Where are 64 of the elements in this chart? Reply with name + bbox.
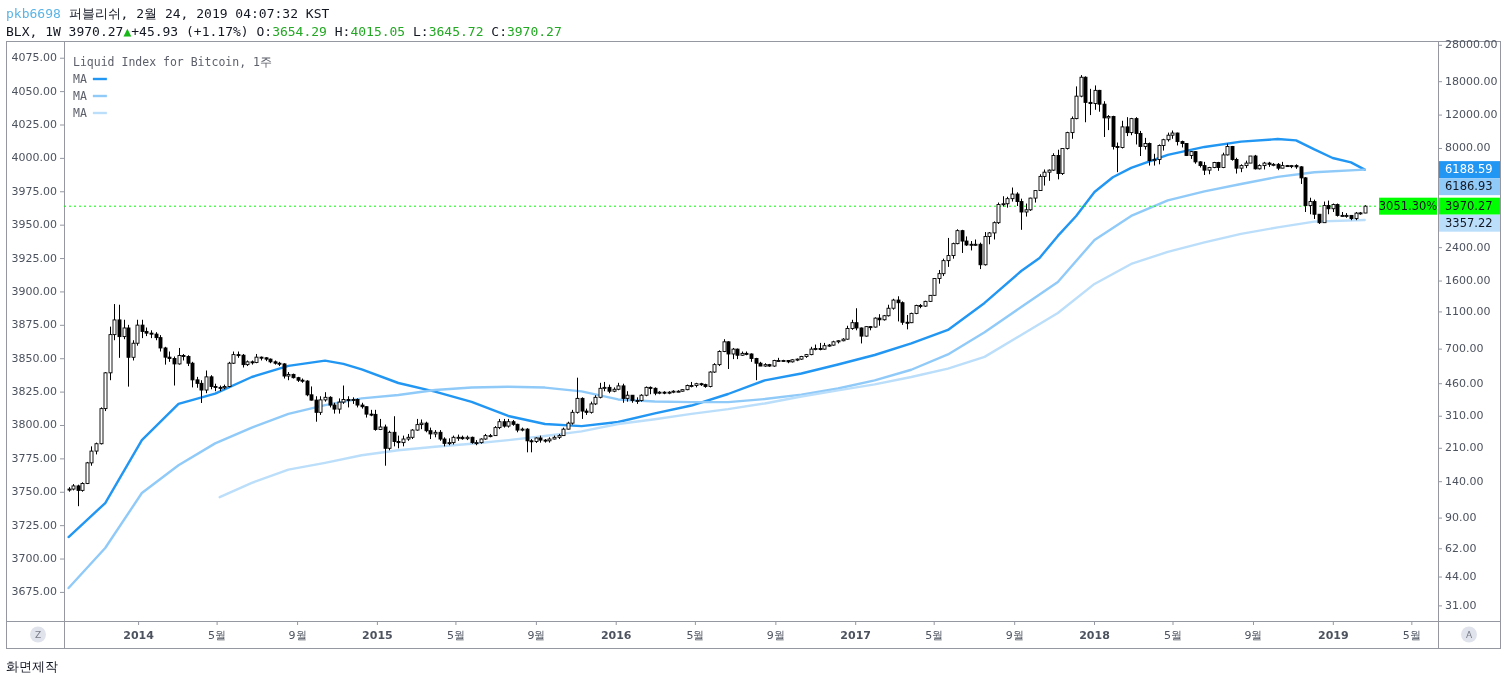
- x-tick-label: 2014: [123, 629, 155, 642]
- y2-tick-label: 3850.00: [11, 351, 57, 365]
- y-tick-label: 31.00: [1445, 598, 1477, 612]
- legend-label: MA: [73, 88, 87, 103]
- x-tick-label: 9월: [288, 629, 307, 642]
- y2-tick-label: 3875.00: [11, 318, 57, 332]
- x-tick-label: 9월: [1005, 629, 1024, 642]
- y-tick-label: 700.00: [1445, 342, 1484, 356]
- x-tick-label: 2016: [600, 629, 632, 642]
- y-tick-label: 8000.00: [1445, 141, 1491, 155]
- x-tick-label: 2015: [362, 629, 393, 642]
- y2-tick-label: 3700.00: [11, 552, 57, 566]
- y-tick-label: 18000.00: [1445, 74, 1498, 88]
- y2-tick-label: 3900.00: [11, 284, 57, 298]
- x-tick-label: 2017: [840, 629, 871, 642]
- legend-label: MA: [73, 71, 87, 86]
- x-tick-label: 5월: [446, 629, 465, 642]
- ref-line-label: 3970.27: [1445, 198, 1493, 213]
- title: BLX, 1W 3970.27▲+45.93 (+1.17%) O:3654.29 H:4015.05 L:3645.72 C:3970.27: [6, 24, 562, 39]
- legend-title: Liquid Index for Bitcoin, 1주: [73, 54, 272, 69]
- y2-tick-label: 4025.00: [11, 118, 57, 131]
- price-tag: 3051.30%: [1378, 197, 1438, 215]
- button: Z: [30, 626, 46, 643]
- y2-tick-label: 4075.00: [11, 51, 57, 65]
- x-tick-label: 5월: [925, 629, 944, 642]
- x-tick-label: 2019: [1318, 629, 1349, 642]
- legend-label: MA: [73, 105, 87, 120]
- y-tick-label: 1600.00: [1445, 274, 1491, 288]
- y2-tick-label: 3950.00: [11, 218, 57, 232]
- button: A: [1461, 626, 1477, 643]
- y-tick-label: 140.00: [1445, 474, 1484, 488]
- y2-tick-label: 3725.00: [11, 518, 57, 532]
- x-tick-label: 9월: [1244, 629, 1263, 642]
- x-tick-label: 9월: [766, 629, 785, 642]
- y2-tick-label: 3750.00: [11, 485, 57, 499]
- y2-tick-label: 3800.00: [11, 418, 57, 432]
- y-tick-label: 310.00: [1445, 409, 1484, 423]
- y-tick-label: 460.00: [1445, 376, 1484, 390]
- x-tick-label: 9월: [527, 629, 546, 642]
- y-tick-label: 90.00: [1445, 511, 1477, 525]
- y-tick-label: 1100.00: [1445, 304, 1491, 318]
- x-tick-label: 5월: [208, 629, 227, 642]
- subtitle: pkb6698 퍼블리쉬, 2월 24, 2019 04:07:32 KST: [6, 6, 330, 21]
- price-tag: 3970.27: [1439, 197, 1500, 215]
- y2-tick-label: 3775.00: [11, 451, 57, 465]
- y2-tick-label: 3675.00: [11, 585, 57, 599]
- price-tag: 6188.59: [1439, 161, 1500, 179]
- y-tick-label: 12000.00: [1445, 108, 1498, 122]
- y-tick-label: 2400.00: [1445, 240, 1491, 254]
- y-tick-label: 28000.00: [1445, 38, 1498, 52]
- y-tick-label: 62.00: [1445, 541, 1477, 555]
- y2-tick-label: 4050.00: [11, 84, 57, 98]
- x-tick-label: 2018: [1079, 629, 1110, 642]
- x-tick-label: 5월: [686, 629, 705, 642]
- y2-tick-label: 4000.00: [11, 151, 57, 165]
- price-tag: 6186.93: [1439, 178, 1500, 196]
- x-tick-label: 5월: [1402, 629, 1421, 642]
- y2-tick-label: 3925.00: [11, 251, 57, 265]
- note: 화면제작: [6, 658, 58, 674]
- y2-tick-label: 3825.00: [11, 385, 57, 399]
- y-tick-label: 210.00: [1445, 441, 1484, 455]
- y-tick-label: 44.00: [1445, 570, 1477, 584]
- x-tick-label: 5월: [1164, 629, 1183, 642]
- y2-tick-label: 3975.00: [11, 184, 57, 198]
